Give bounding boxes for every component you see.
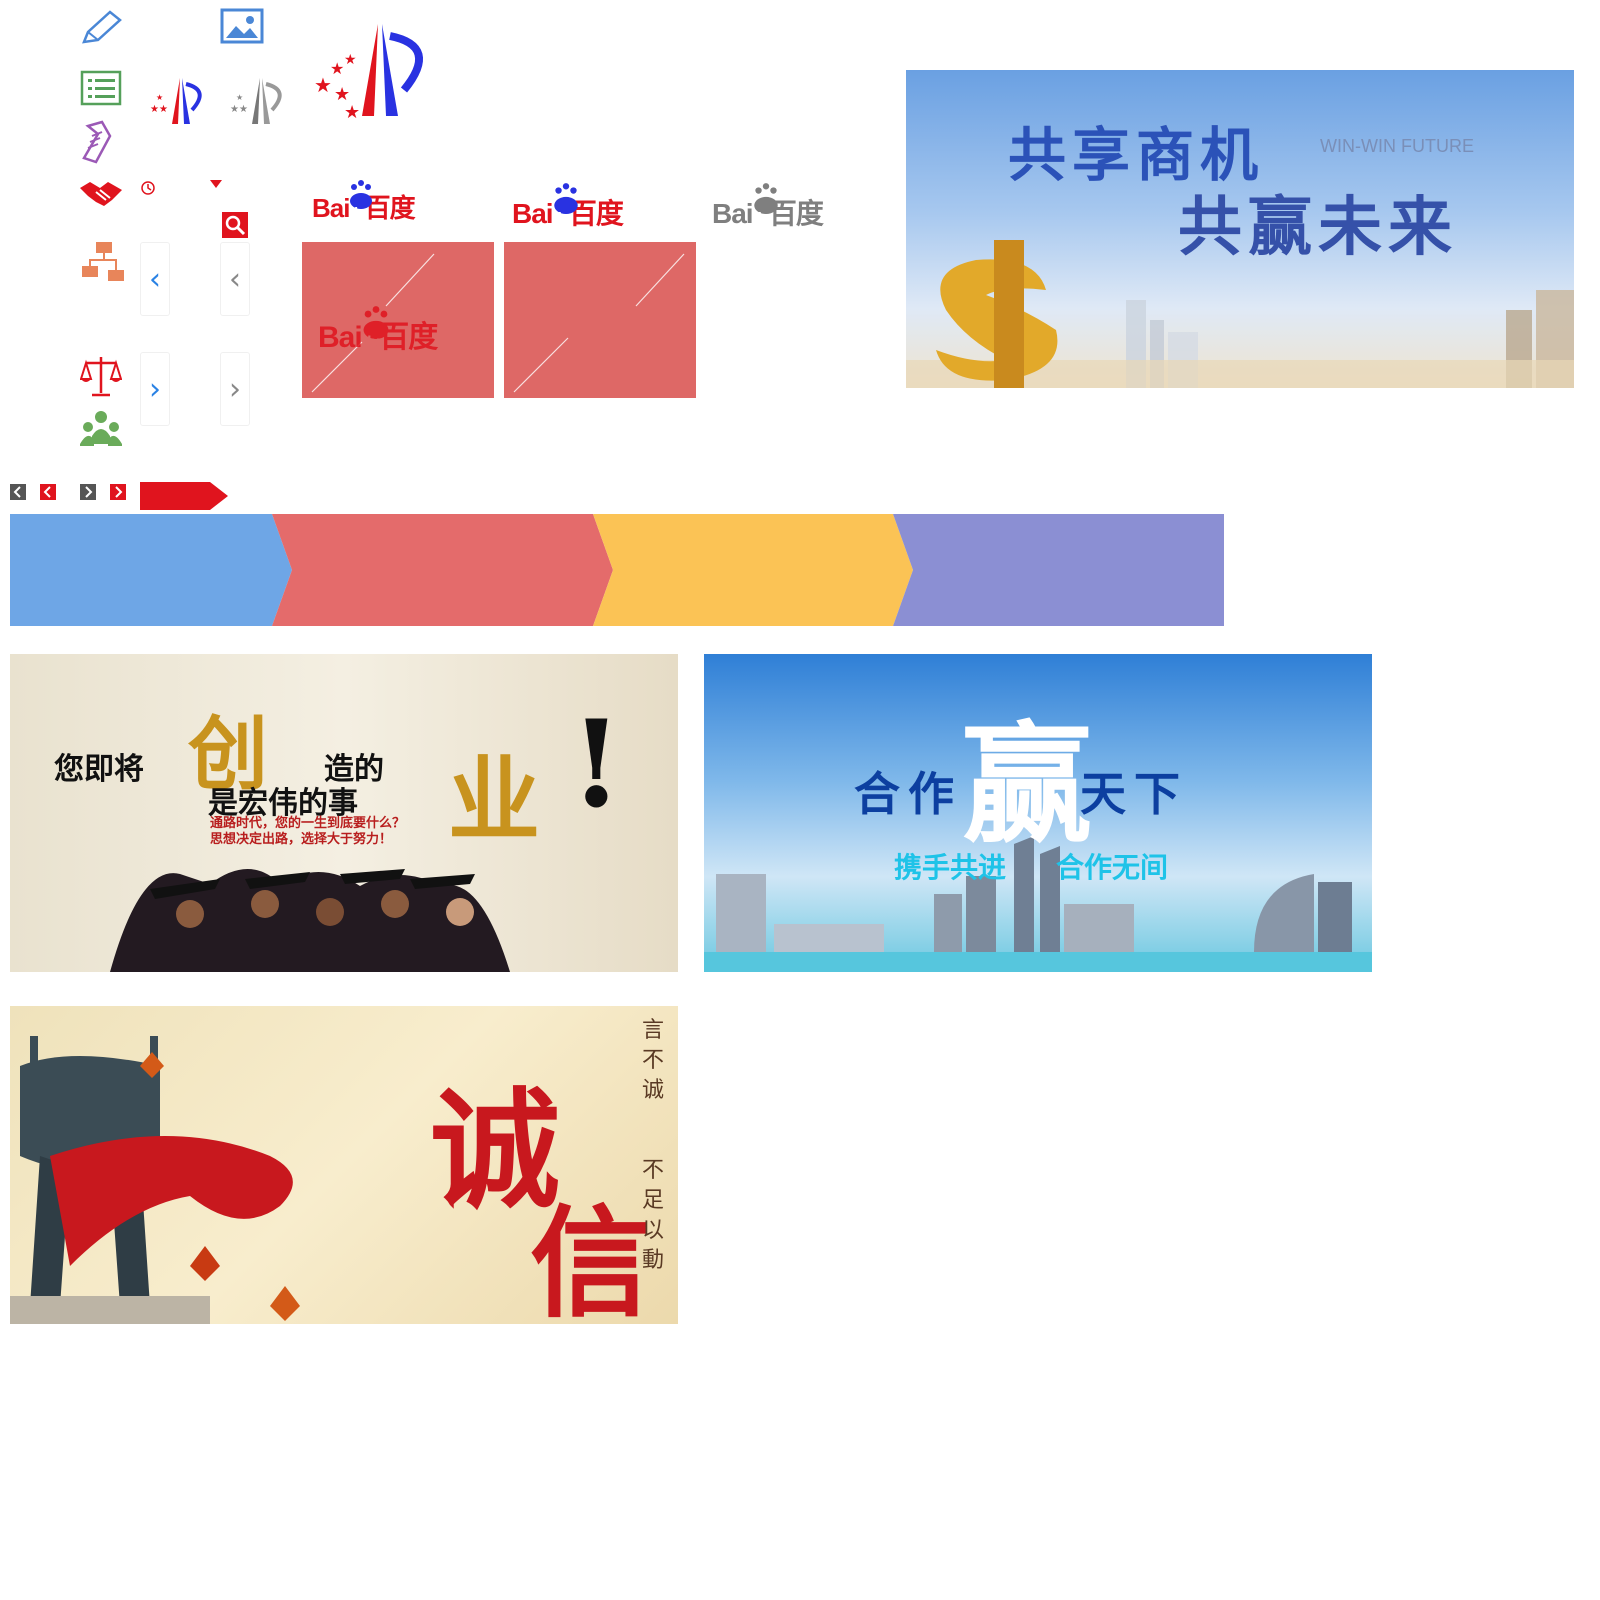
clock-icon bbox=[140, 180, 156, 196]
career-part3: 是宏伟的事 bbox=[208, 786, 358, 821]
career-part1: 您即将 bbox=[54, 752, 144, 787]
step-2 bbox=[272, 514, 613, 626]
image-icon bbox=[220, 8, 264, 44]
baidu-logo-small: Bai du 百度 bbox=[312, 180, 416, 225]
win-win-en: WIN-WIN FUTURE bbox=[1320, 136, 1474, 156]
career-part2: 造的 bbox=[324, 752, 384, 787]
integrity-big2: 信 bbox=[530, 1193, 650, 1324]
coop-slogan1: 携手共进 bbox=[894, 851, 1007, 884]
svg-text:★: ★ bbox=[236, 93, 243, 102]
pink-tile bbox=[504, 242, 696, 398]
coop-big: 赢 bbox=[962, 708, 1093, 861]
baidu-logo-gray: Bai du 百度 bbox=[712, 183, 824, 232]
chevron-right-icon: › bbox=[229, 371, 241, 407]
carousel-prev-gray[interactable] bbox=[10, 484, 26, 500]
svg-text:★★: ★★ bbox=[230, 104, 248, 115]
step-1 bbox=[10, 514, 292, 626]
svg-text:★: ★ bbox=[330, 59, 344, 78]
pencil-icon bbox=[80, 10, 122, 46]
prev-arrow-blue[interactable]: ‹ bbox=[140, 242, 170, 316]
integrity-big1: 诚 bbox=[430, 1074, 561, 1227]
emblem-logo-small-color: ★★ ★ bbox=[146, 76, 210, 130]
career-sub2: 思想决定出路，选择大于努力！ bbox=[210, 832, 393, 847]
svg-text:★: ★ bbox=[334, 84, 350, 105]
caret-down-icon[interactable] bbox=[210, 180, 222, 188]
win-win-line2: 共赢未来 bbox=[1178, 190, 1458, 265]
career-sub1: 通路时代，您的一生到底要什么？ bbox=[210, 816, 406, 831]
coop-slogan2: 合作无间 bbox=[1056, 851, 1169, 884]
svg-text:★★: ★★ bbox=[150, 104, 168, 115]
career-big2: 业 bbox=[448, 746, 541, 854]
step-3 bbox=[593, 514, 913, 626]
emblem-logo-large: ★ ★ ★ ★ ★ bbox=[314, 20, 440, 124]
baidu-logo-on-pink: Bai du 百度 bbox=[318, 306, 438, 356]
chevron-left-icon: ‹ bbox=[229, 261, 241, 297]
banner-cooperation: 合作 赢 天下 携手共进 合作无间 bbox=[704, 654, 1372, 972]
chevron-left-icon: ‹ bbox=[149, 261, 161, 297]
svg-text:★: ★ bbox=[344, 52, 357, 68]
carousel-prev-red[interactable] bbox=[40, 484, 56, 500]
banner-career: 您即将 创 造的 是宏伟的事 业 ! 通路时代，您的一生到底要什么？ 思想决定出… bbox=[10, 654, 678, 972]
win-win-line1: 共享商机 bbox=[1008, 121, 1265, 189]
prev-arrow-gray[interactable]: ‹ bbox=[220, 242, 250, 316]
banner-win-win-future: 共享商机 共赢未来 WIN-WIN FUTURE bbox=[906, 70, 1574, 388]
career-big1: 创 bbox=[188, 707, 268, 801]
scale-icon bbox=[80, 355, 122, 399]
scroll-icon bbox=[80, 120, 114, 166]
process-step-strip bbox=[10, 514, 1224, 626]
next-arrow-blue[interactable]: › bbox=[140, 352, 170, 426]
integrity-side1: 言不诚 bbox=[642, 1018, 665, 1103]
integrity-side2: 不足以動 bbox=[642, 1158, 665, 1273]
handshake-icon bbox=[78, 178, 124, 208]
chevron-right-icon: › bbox=[149, 371, 161, 407]
next-arrow-gray[interactable]: › bbox=[220, 352, 250, 426]
banner-integrity: 诚 信 言不诚 不足以動 bbox=[10, 1006, 678, 1324]
coop-right: 天下 bbox=[1080, 767, 1188, 821]
list-icon bbox=[80, 70, 122, 106]
baidu-logo-medium: Bai du 百度 bbox=[512, 183, 624, 232]
people-icon bbox=[80, 410, 122, 448]
svg-text:★: ★ bbox=[314, 73, 332, 97]
step-4 bbox=[893, 514, 1224, 626]
red-arrow-tag bbox=[140, 482, 230, 514]
carousel-next-gray[interactable] bbox=[80, 484, 96, 500]
coop-left: 合作 bbox=[854, 767, 962, 821]
emblem-logo-small-gray: ★★ ★ bbox=[226, 76, 290, 130]
carousel-next-red[interactable] bbox=[110, 484, 126, 500]
network-icon bbox=[80, 240, 128, 284]
pink-tile-with-logo: Bai du 百度 bbox=[302, 242, 494, 398]
career-exclaim: ! bbox=[570, 694, 623, 835]
svg-text:★: ★ bbox=[344, 102, 360, 120]
search-icon[interactable] bbox=[222, 212, 248, 238]
svg-text:★: ★ bbox=[156, 93, 163, 102]
